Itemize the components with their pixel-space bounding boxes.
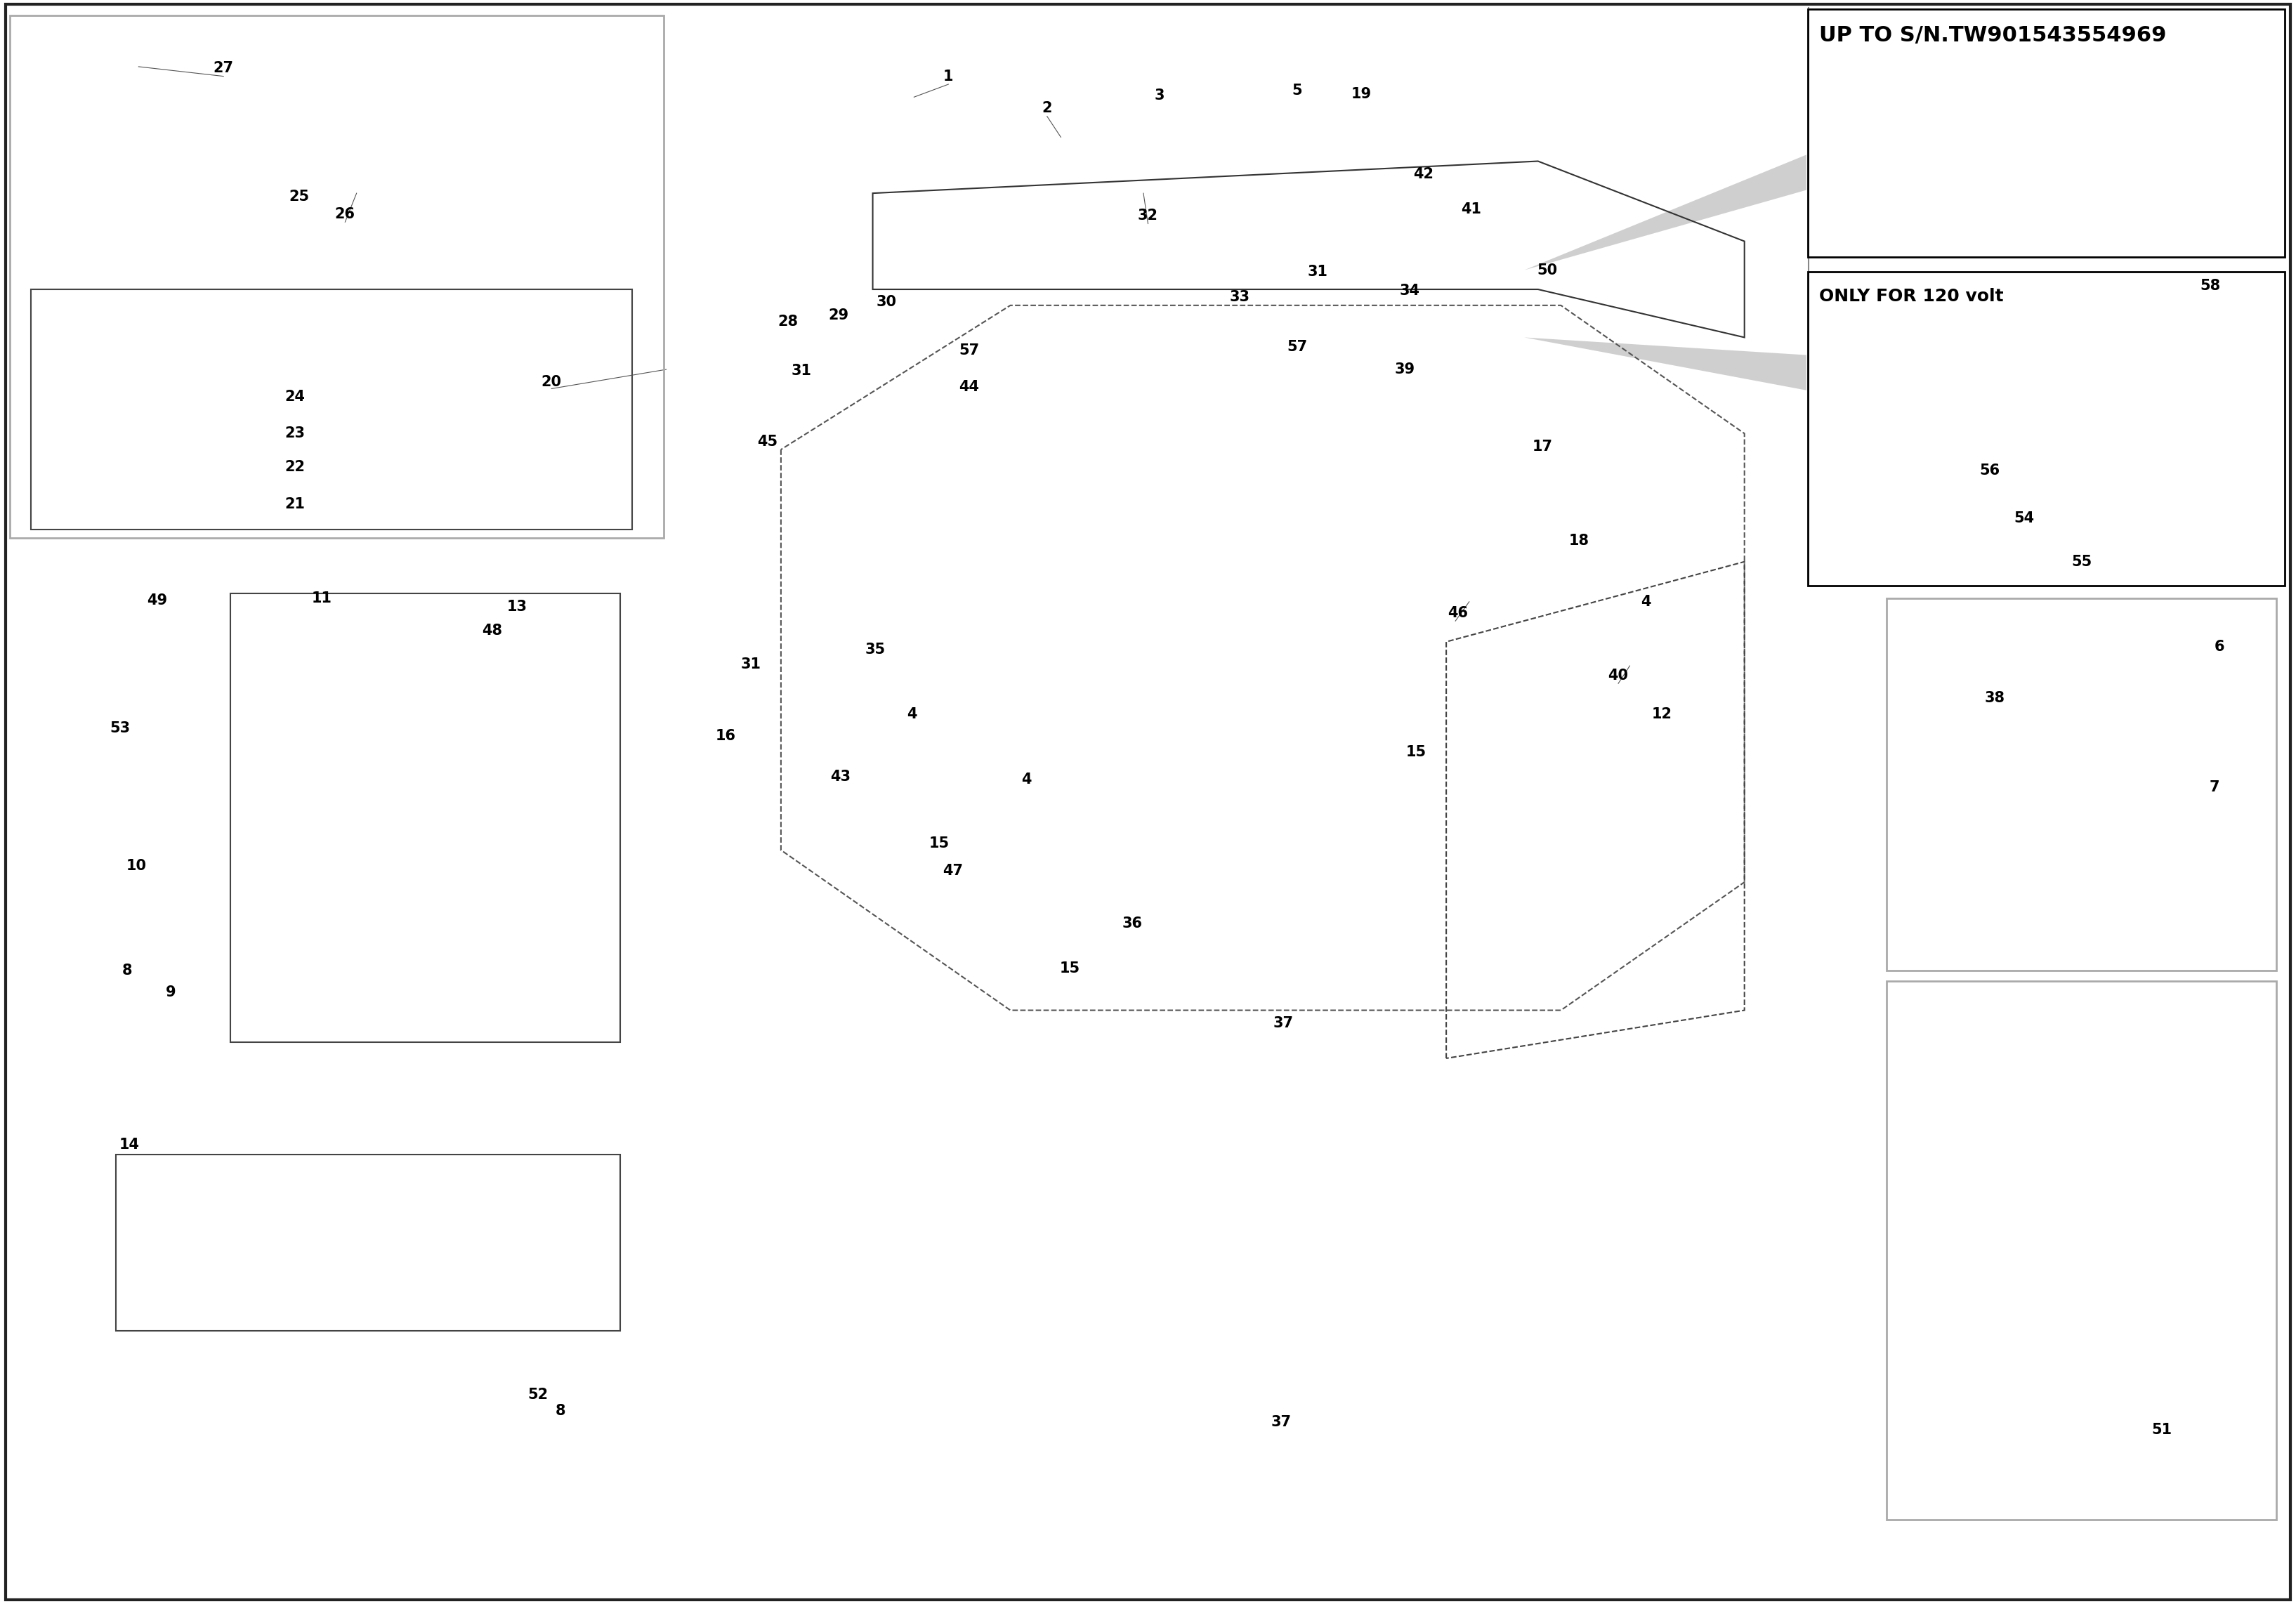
Text: 6: 6 bbox=[2213, 640, 2225, 653]
Text: 40: 40 bbox=[1607, 669, 1628, 682]
Text: 35: 35 bbox=[866, 643, 886, 656]
Text: 37: 37 bbox=[1272, 1415, 1290, 1429]
Bar bbox=[1887, 982, 2278, 1519]
Text: 57: 57 bbox=[960, 343, 980, 358]
Text: 47: 47 bbox=[944, 865, 964, 877]
Text: 38: 38 bbox=[1984, 691, 2004, 704]
Text: 25: 25 bbox=[289, 189, 310, 204]
Text: 51: 51 bbox=[2151, 1423, 2172, 1437]
Text: 10: 10 bbox=[126, 860, 147, 873]
Text: 33: 33 bbox=[1231, 290, 1249, 305]
Text: 8: 8 bbox=[122, 962, 133, 977]
Text: 16: 16 bbox=[716, 730, 737, 743]
Text: 27: 27 bbox=[214, 61, 234, 75]
Text: 2: 2 bbox=[1042, 101, 1052, 115]
Text: 49: 49 bbox=[147, 593, 168, 608]
Text: 13: 13 bbox=[507, 600, 528, 614]
Text: 1: 1 bbox=[944, 69, 953, 83]
Bar bbox=[1807, 271, 2285, 585]
Text: 31: 31 bbox=[1309, 265, 1327, 279]
Text: 21: 21 bbox=[285, 497, 305, 512]
Text: 17: 17 bbox=[1531, 439, 1552, 454]
Text: 5: 5 bbox=[1293, 83, 1302, 98]
Text: 53: 53 bbox=[110, 722, 131, 735]
Text: 45: 45 bbox=[758, 435, 778, 449]
Text: 23: 23 bbox=[285, 427, 305, 441]
Text: 4: 4 bbox=[1022, 773, 1031, 786]
Text: 12: 12 bbox=[1651, 707, 1671, 720]
Text: 15: 15 bbox=[1061, 961, 1079, 975]
Bar bbox=[1887, 598, 2278, 970]
Text: 14: 14 bbox=[119, 1137, 140, 1152]
Text: 41: 41 bbox=[1460, 202, 1481, 217]
Text: 56: 56 bbox=[1979, 464, 2000, 478]
Text: 46: 46 bbox=[1446, 606, 1467, 621]
Bar bbox=[1807, 10, 2285, 257]
Text: 58: 58 bbox=[2200, 279, 2220, 294]
Text: 55: 55 bbox=[2071, 555, 2092, 569]
Text: 34: 34 bbox=[1398, 284, 1419, 298]
Text: 28: 28 bbox=[778, 314, 799, 329]
Text: 18: 18 bbox=[1568, 534, 1589, 549]
Text: 24: 24 bbox=[285, 390, 305, 404]
Text: 15: 15 bbox=[1405, 746, 1426, 759]
Text: 42: 42 bbox=[1412, 167, 1433, 181]
Text: 22: 22 bbox=[285, 460, 305, 475]
Text: 30: 30 bbox=[877, 295, 898, 310]
Text: 15: 15 bbox=[930, 837, 951, 850]
Text: 26: 26 bbox=[335, 207, 356, 221]
Text: 36: 36 bbox=[1123, 917, 1141, 930]
Polygon shape bbox=[1525, 337, 1807, 390]
Text: 50: 50 bbox=[1536, 263, 1557, 277]
Text: 39: 39 bbox=[1394, 363, 1414, 377]
Polygon shape bbox=[1525, 154, 1807, 269]
Text: 52: 52 bbox=[528, 1387, 549, 1402]
Text: 9: 9 bbox=[165, 985, 177, 999]
Text: 8: 8 bbox=[556, 1404, 565, 1418]
Text: 7: 7 bbox=[2209, 781, 2220, 794]
Text: 4: 4 bbox=[1642, 595, 1651, 610]
Text: UP TO S/N.TW901543554969: UP TO S/N.TW901543554969 bbox=[1818, 26, 2167, 45]
Text: 31: 31 bbox=[742, 658, 762, 670]
Text: 48: 48 bbox=[482, 624, 503, 638]
Text: 29: 29 bbox=[829, 308, 850, 322]
Text: 3: 3 bbox=[1155, 88, 1164, 103]
Text: 4: 4 bbox=[907, 707, 916, 720]
Text: 11: 11 bbox=[312, 592, 333, 606]
Text: 57: 57 bbox=[1286, 340, 1306, 354]
Text: 37: 37 bbox=[1274, 1015, 1293, 1030]
Text: 32: 32 bbox=[1139, 209, 1157, 223]
Text: 31: 31 bbox=[792, 364, 813, 379]
Text: 43: 43 bbox=[831, 770, 852, 783]
Text: 19: 19 bbox=[1350, 87, 1371, 101]
Text: ONLY FOR 120 volt: ONLY FOR 120 volt bbox=[1818, 287, 2004, 305]
Text: 54: 54 bbox=[2014, 512, 2034, 526]
Text: 20: 20 bbox=[542, 375, 563, 390]
Text: 44: 44 bbox=[960, 380, 980, 395]
Bar bbox=[9, 16, 664, 537]
